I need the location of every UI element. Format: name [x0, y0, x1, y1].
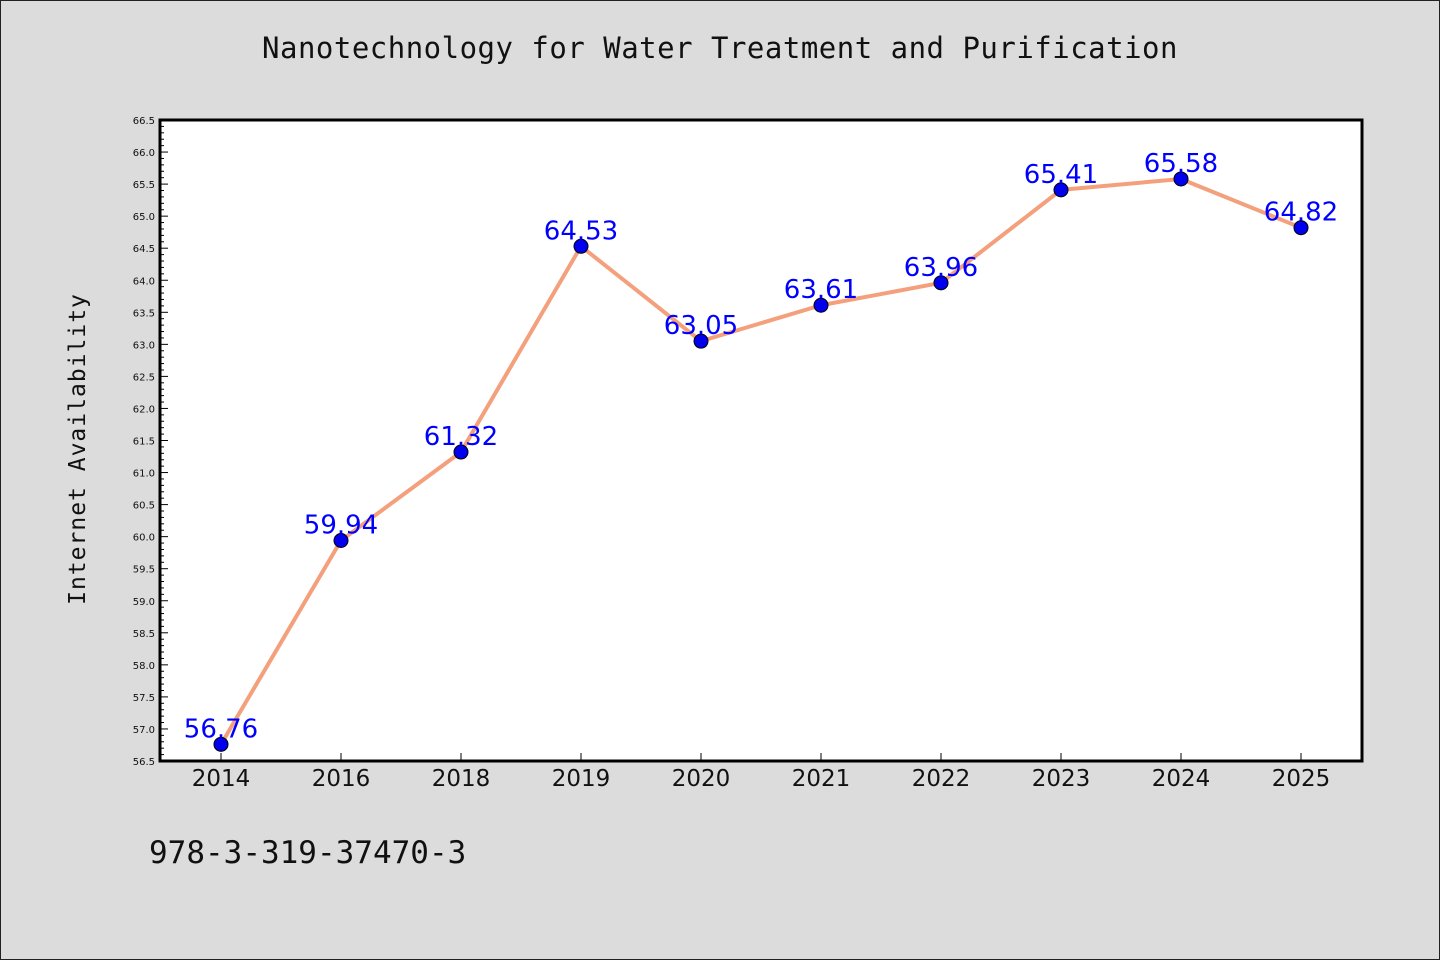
- x-tick-label: 2019: [552, 766, 611, 792]
- y-tick-label: 60.5: [133, 501, 155, 512]
- data-label: 65.41: [1024, 160, 1098, 190]
- x-tick-label: 2021: [792, 766, 851, 792]
- y-tick-label: 65.0: [133, 212, 155, 223]
- y-tick-label: 64.5: [133, 244, 155, 255]
- y-tick-label: 64.0: [133, 276, 155, 287]
- x-tick-label: 2016: [312, 766, 371, 792]
- data-point: [693, 333, 709, 349]
- y-tick-label: 59.5: [133, 565, 155, 576]
- data-point: [1053, 182, 1069, 198]
- y-tick-label: 58.0: [133, 661, 155, 672]
- data-point: [213, 736, 229, 752]
- y-tick-label: 66.0: [133, 148, 155, 159]
- data-label: 61.32: [424, 422, 498, 452]
- data-point: [1293, 220, 1309, 236]
- x-tick-label: 2014: [192, 766, 251, 792]
- x-tick-label: 2023: [1032, 766, 1091, 792]
- footer-code: 978-3-319-37470-3: [149, 835, 467, 871]
- y-tick-label: 61.0: [133, 469, 155, 480]
- y-tick-label: 62.0: [133, 404, 155, 415]
- x-tick-label: 2022: [912, 766, 971, 792]
- y-tick-label: 62.5: [133, 372, 155, 383]
- series-line: [219, 176, 1303, 747]
- y-tick-label: 60.0: [133, 533, 155, 544]
- data-label: 63.96: [904, 253, 978, 283]
- series-layer: 56.76 59.94 61.32 64.53 63.05 63.61 63.96 65.41…: [184, 149, 1338, 752]
- x-tick-label: 2024: [1152, 766, 1211, 792]
- data-label: 64.53: [544, 216, 618, 246]
- y-tick-label: 57.0: [133, 725, 155, 736]
- y-tick-label: 61.5: [133, 437, 155, 448]
- y-axis-title: Internet Availability: [65, 293, 91, 605]
- y-tick-label: 63.0: [133, 340, 155, 351]
- data-point: [333, 532, 349, 548]
- data-point: [573, 238, 589, 254]
- y-tick-label: 66.5: [133, 116, 155, 127]
- x-tick-label: 2025: [1272, 766, 1331, 792]
- data-label: 65.58: [1144, 149, 1218, 179]
- data-label: 63.61: [784, 275, 858, 305]
- y-tick-label: 57.5: [133, 693, 155, 704]
- y-axis-ticks: 56.5 57.0 57.5 58.0 58.5 59.0 59.5 60.0 60.5 61.0…: [133, 116, 168, 768]
- data-label: 63.05: [664, 311, 738, 341]
- y-tick-label: 56.5: [133, 757, 155, 768]
- y-tick-label: 63.5: [133, 308, 155, 319]
- data-label: 56.76: [184, 714, 258, 744]
- data-point: [813, 297, 829, 313]
- data-point: [1173, 171, 1189, 187]
- data-point: [933, 275, 949, 291]
- y-tick-label: 58.5: [133, 629, 155, 640]
- plot-area: [158, 118, 1364, 763]
- y-tick-label: 65.5: [133, 180, 155, 191]
- data-label: 59.94: [304, 510, 378, 540]
- data-point: [453, 444, 469, 460]
- x-tick-label: 2018: [432, 766, 491, 792]
- data-label: 64.82: [1264, 198, 1338, 228]
- x-axis-ticks: 2014 2016 2018 2019 2020 2021 2022 2023 2024 2025: [192, 753, 1331, 792]
- chart-title: Nanotechnology for Water Treatment and P…: [262, 31, 1178, 65]
- x-tick-label: 2020: [672, 766, 731, 792]
- y-tick-label: 59.0: [133, 597, 155, 608]
